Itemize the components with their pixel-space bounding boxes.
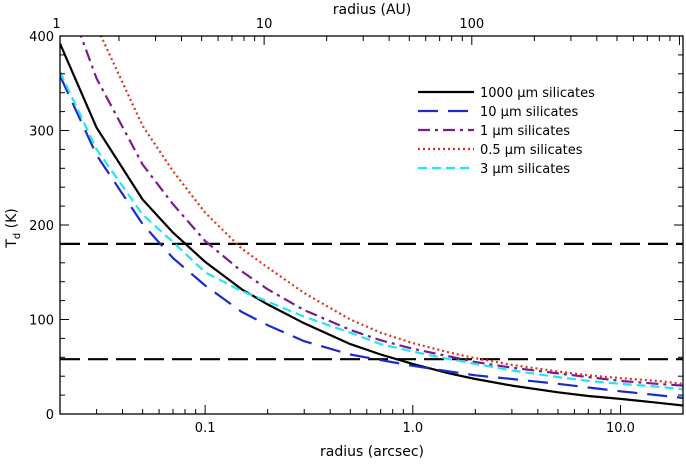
series-line: [99, 36, 683, 385]
x-tick-label: 10.0: [606, 421, 635, 436]
series-line: [60, 75, 683, 399]
y-tick-label: 400: [29, 30, 54, 45]
x-tick-label: 1.0: [402, 421, 423, 436]
legend-label: 1 μm silicates: [480, 124, 570, 139]
x-tick-label: 0.1: [195, 421, 216, 436]
legend-label: 0.5 μm silicates: [480, 143, 583, 158]
y-tick-label: 0: [46, 408, 54, 423]
x-axis-label: radius (arcsec): [320, 444, 424, 460]
legend-label: 10 μm silicates: [480, 105, 579, 120]
y-tick-label: 300: [29, 125, 54, 140]
x2-tick-label: 100: [459, 17, 484, 32]
y-axis-label: Td (K): [4, 208, 23, 248]
series-line: [60, 43, 683, 407]
y-tick-label: 200: [29, 219, 54, 234]
legend-label: 3 μm silicates: [480, 162, 570, 177]
legend-label: 1000 μm silicates: [480, 86, 595, 101]
x2-tick-label: 10: [256, 17, 273, 32]
series-line: [60, 71, 683, 391]
y-tick-label: 100: [29, 314, 54, 329]
x2-tick-label: 1: [52, 17, 60, 32]
x2-axis-label: radius (AU): [333, 2, 411, 18]
series-line: [79, 36, 683, 387]
